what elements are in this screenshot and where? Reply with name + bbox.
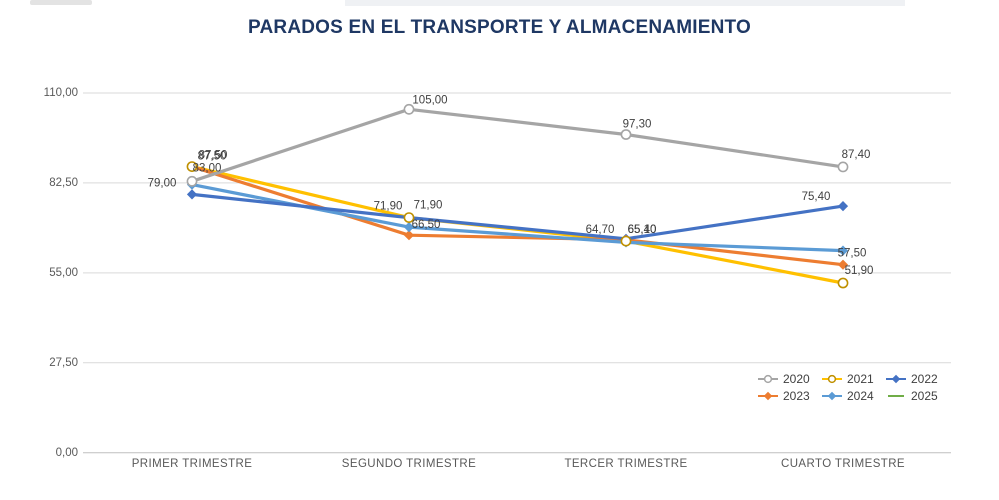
data-label-2022: 75,40 (802, 191, 831, 203)
series-line-2021 (190, 165, 845, 285)
y-tick-label: 55,00 (49, 267, 78, 279)
data-label-2020: 83,00 (193, 162, 222, 174)
data-label-2021: 64,70 (586, 224, 615, 236)
marker-2022 (837, 201, 849, 212)
marker-2021 (403, 212, 415, 223)
data-label-2023: 66,50 (412, 219, 441, 231)
marker-2022 (186, 189, 198, 200)
y-tick-label: 27,50 (49, 357, 78, 369)
data-label-2023: 87,50 (199, 150, 228, 162)
data-label-2022: 79,00 (148, 177, 177, 189)
data-label-2021: 71,90 (374, 201, 403, 213)
legend-item-2020: 2020 (757, 372, 821, 386)
legend-item-2024: 2024 (821, 389, 885, 403)
legend-label: 2025 (911, 388, 938, 403)
data-label-2021: 87,50 (198, 151, 227, 163)
legend-marker-circle-open-icon (822, 374, 842, 383)
data-label-2021: 51,90 (845, 265, 874, 277)
marker-2020 (186, 175, 198, 187)
legend-marker-diamond-icon (822, 391, 842, 400)
marker-2023 (837, 259, 849, 270)
legend-label: 2024 (847, 388, 874, 403)
data-label-2022: 71,90 (414, 200, 443, 212)
marker-2021 (186, 161, 198, 172)
legend-label: 2022 (911, 371, 938, 386)
marker-2020 (403, 103, 415, 115)
series-line-2024 (190, 183, 845, 253)
data-label-2023: 65,10 (628, 224, 657, 236)
legend-item-2021: 2021 (821, 372, 885, 386)
series-line-2020 (190, 107, 845, 183)
x-category-label: PRIMER TRIMESTRE (131, 458, 253, 470)
y-tick-label: 110,00 (43, 87, 78, 99)
data-label-2022: 65,40 (628, 224, 657, 236)
marker-2023 (403, 230, 415, 241)
legend-marker-line-icon (888, 394, 904, 397)
marker-2020 (837, 161, 849, 173)
x-category-label: TERCER TRIMESTRE (564, 458, 688, 470)
chart-title: PARADOS EN EL TRANSPORTE Y ALMACENAMIENT… (248, 17, 751, 38)
data-label-2020: 87,40 (842, 149, 871, 161)
data-label-2020: 105,00 (412, 94, 447, 106)
series-line-2022 (190, 192, 845, 241)
legend-label: 2020 (783, 371, 810, 386)
legend-item-2025: 2025 (885, 389, 945, 403)
y-tick-label: 82,50 (49, 177, 78, 189)
legend-marker-circle-open-icon (758, 374, 778, 383)
data-label-2023: 57,50 (838, 248, 867, 260)
legend-marker-diamond-icon (758, 391, 778, 400)
series-line-2023 (190, 165, 845, 267)
legend: 2020 2021 2022 2023 (757, 370, 945, 404)
marker-2020 (620, 129, 632, 140)
data-label-2020: 97,30 (623, 119, 652, 131)
legend-label: 2023 (783, 388, 810, 403)
legend-item-2023: 2023 (757, 389, 821, 403)
x-category-label: CUARTO TRIMESTRE (781, 458, 905, 470)
y-tick-label: 0,00 (55, 447, 78, 459)
legend-item-2022: 2022 (885, 372, 945, 386)
legend-marker-diamond-icon (886, 374, 906, 383)
legend-label: 2021 (847, 371, 874, 386)
marker-2021 (620, 235, 632, 247)
x-category-label: SEGUNDO TRIMESTRE (341, 458, 477, 470)
marker-2021 (837, 277, 849, 289)
